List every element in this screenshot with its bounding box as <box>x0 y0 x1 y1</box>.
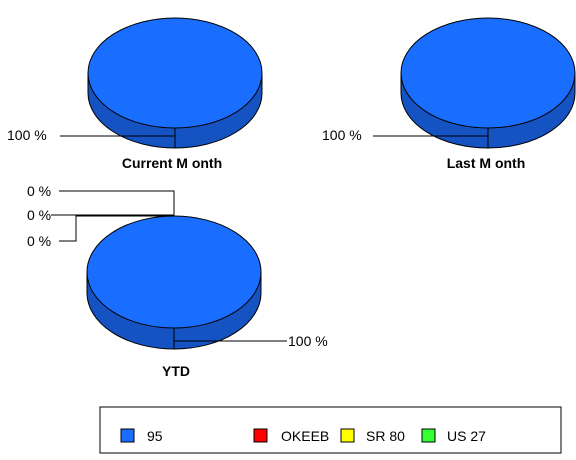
pie-current-month: 100 % Current M onth <box>7 17 263 171</box>
legend-label-us-27: US 27 <box>447 428 486 444</box>
legend-swatch-okeeb <box>253 428 268 443</box>
pie-last-month-slice-95 <box>400 17 576 129</box>
pie-last-month: 100 % Last M onth <box>322 17 576 171</box>
pie-last-month-title: Last M onth <box>447 155 526 171</box>
pie-current-month-title: Current M onth <box>122 155 222 171</box>
pie-ytd-data-label-zero-2: 0 % <box>27 207 51 223</box>
pie-ytd-leader-line-main <box>173 328 287 342</box>
legend-swatch-sr-80 <box>340 428 355 443</box>
legend-swatch-95 <box>120 428 135 443</box>
legend-label-okeeb: OKEEB <box>281 428 329 444</box>
pie-ytd-data-label-zero-1: 0 % <box>27 183 51 199</box>
pie-ytd-title: YTD <box>162 363 190 379</box>
pie-current-month-data-label: 100 % <box>7 127 47 143</box>
pie-ytd-leader-line-1 <box>59 190 175 216</box>
legend-label-sr-80: SR 80 <box>366 428 405 444</box>
pie-current-month-slice-95 <box>87 17 263 129</box>
legend-box <box>99 406 562 454</box>
pie-ytd-data-label-zero-3: 0 % <box>27 233 51 249</box>
pie-ytd-leader-line-3 <box>59 215 174 242</box>
legend-label-95: 95 <box>147 428 163 444</box>
legend-swatch-us-27 <box>421 428 436 443</box>
chart-legend: 95 OKEEB SR 80 US 27 <box>99 406 562 454</box>
pie-ytd: 0 % 0 % 0 % 100 % YTD <box>27 183 328 379</box>
pie-ytd-data-label-main: 100 % <box>288 333 328 349</box>
pie-last-month-data-label: 100 % <box>322 127 362 143</box>
pie-ytd-slice-95 <box>86 215 262 329</box>
